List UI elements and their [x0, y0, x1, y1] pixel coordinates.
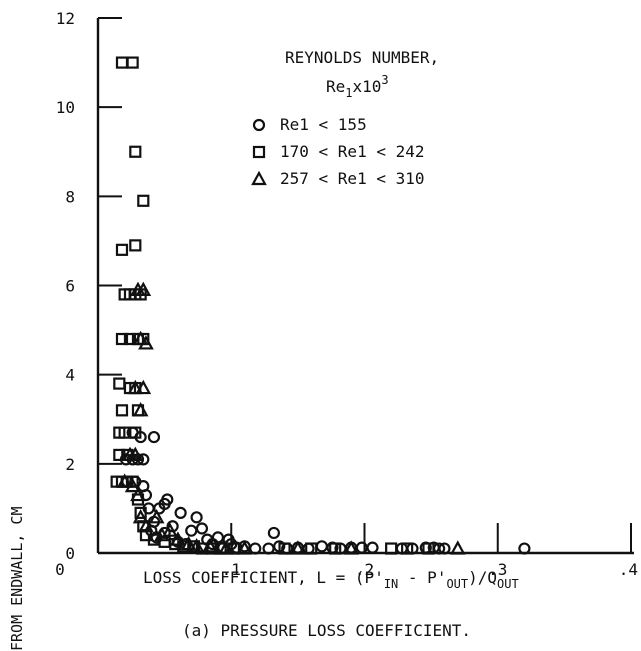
triangle-data-point — [132, 330, 149, 346]
x-tick-label: .2 — [355, 560, 374, 579]
legend-marker-triangle — [251, 170, 267, 186]
legend-title-line2: Re1x103 — [326, 73, 389, 100]
square-data-point — [129, 426, 142, 439]
legend-re-subscript: 1 — [345, 86, 352, 100]
triangle-data-point — [449, 540, 466, 555]
legend-items: Re1 < 155 170 < Re1 < 242 257 < Re1 < 310 — [251, 115, 425, 188]
circle-data-point — [161, 493, 174, 506]
circle-data-point — [211, 531, 225, 544]
x-tick-label: 0 — [55, 560, 65, 579]
legend-label: Re1 < 155 — [280, 115, 367, 134]
legend-label: 257 < Re1 < 310 — [280, 169, 425, 188]
y-tick-label: 8 — [65, 187, 75, 206]
triangle-data-point — [218, 540, 234, 555]
circle-data-point — [315, 540, 328, 553]
triangle-data-point — [135, 281, 152, 297]
chart-caption: (a) PRESSURE LOSS COEFFICIENT. — [182, 621, 471, 640]
axes — [96, 18, 634, 555]
triangle-data-point — [138, 335, 154, 350]
square-data-point — [129, 145, 142, 158]
square-data-point — [385, 542, 398, 555]
circle-data-point — [267, 526, 280, 540]
triangle-data-point — [124, 477, 141, 493]
square-data-point — [137, 194, 150, 207]
square-data-point — [305, 542, 318, 555]
circle-data-point — [249, 542, 262, 555]
square-data-point — [134, 506, 147, 519]
square-data-point — [115, 56, 129, 69]
triangle-data-point — [132, 402, 149, 417]
circle-data-point — [438, 542, 451, 555]
data-points — [110, 56, 531, 555]
legend-title-line1: REYNOLDS NUMBER, — [285, 48, 439, 67]
x-axis-label-main: LOSS COEFFICIENT, L = (P' — [143, 568, 384, 587]
circle-data-point — [174, 506, 187, 519]
square-data-point — [129, 239, 142, 252]
square-data-point — [126, 56, 139, 69]
legend: REYNOLDS NUMBER, Re1x103 Re1 < 155 170 < … — [251, 48, 439, 188]
triangle-data-point — [116, 473, 133, 488]
triangle-data-point — [236, 540, 253, 555]
x-axis-label-in: IN — [384, 577, 398, 591]
square-data-point — [329, 542, 342, 555]
square-data-point — [115, 404, 129, 417]
triangle-data-point — [127, 379, 144, 395]
x-tick-label: .3 — [488, 560, 507, 579]
triangle-data-point — [132, 509, 149, 524]
legend-marker-square — [252, 145, 266, 159]
triangle-data-point — [290, 540, 306, 555]
x-axis-label-qout: OUT — [497, 577, 519, 591]
y-tick-label: 12 — [56, 9, 75, 28]
circle-data-point — [147, 430, 161, 444]
x-axis-label-ratio: )/Q — [468, 568, 497, 587]
y-axis-label: FROM ENDWALL, CM — [8, 507, 26, 651]
triangle-data-point — [148, 509, 165, 524]
triangle-data-point — [130, 486, 146, 502]
square-data-point — [115, 243, 129, 256]
triangle-data-point — [343, 540, 360, 555]
triangle-data-point — [202, 538, 218, 553]
triangle-data-point — [135, 379, 152, 395]
legend-re-label: Re — [326, 77, 345, 96]
triangle-data-point — [162, 522, 178, 537]
y-tick-label: 4 — [65, 366, 75, 385]
triangle-data-point — [170, 531, 186, 546]
square-data-point — [123, 332, 137, 346]
square-data-point — [278, 542, 291, 555]
y-tick-label: 10 — [56, 98, 75, 117]
x-tick-label: .4 — [619, 560, 638, 579]
y-tick-label: 0 — [65, 544, 75, 563]
x-axis-label: LOSS COEFFICIENT, L = (P'IN - P'OUT)/QOU… — [143, 568, 519, 591]
legend-label: 170 < Re1 < 242 — [280, 142, 425, 161]
square-data-point — [113, 448, 126, 462]
legend-x10: x10 — [353, 77, 382, 96]
series-square — [110, 56, 435, 555]
triangle-data-point — [180, 535, 197, 551]
circle-data-point — [366, 541, 379, 554]
square-data-point — [115, 332, 129, 346]
circle-data-point — [190, 511, 203, 524]
triangle-data-point — [127, 446, 144, 462]
y-tick-label: 6 — [65, 277, 75, 296]
x-tick-label: .1 — [222, 560, 241, 579]
triangle-data-point — [188, 538, 205, 553]
square-data-point — [113, 377, 126, 390]
x-axis-label-minus: - P' — [398, 568, 446, 587]
circle-data-point — [195, 522, 209, 535]
legend-exponent: 3 — [381, 73, 388, 87]
triangle-data-point — [138, 517, 154, 533]
series-circle — [119, 426, 531, 555]
circle-data-point — [185, 524, 198, 537]
square-data-point — [422, 542, 435, 555]
y-tick-label: 2 — [65, 455, 75, 474]
circle-data-point — [518, 542, 531, 555]
series-triangle — [116, 281, 466, 555]
square-data-point — [401, 542, 414, 555]
x-axis-label-out: OUT — [446, 577, 468, 591]
legend-marker-circle — [252, 118, 266, 132]
